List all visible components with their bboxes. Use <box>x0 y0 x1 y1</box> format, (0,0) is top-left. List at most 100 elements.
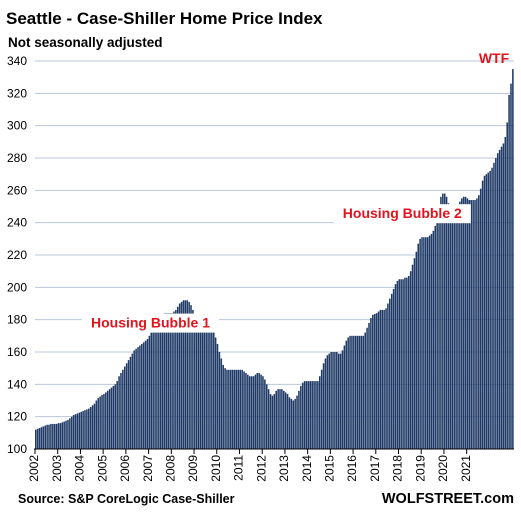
bar <box>135 348 137 449</box>
x-tick-label: 2011 <box>232 455 246 481</box>
bar <box>373 314 376 449</box>
bar <box>214 337 217 449</box>
bar <box>445 196 448 449</box>
bar <box>63 421 65 449</box>
bars <box>35 69 514 450</box>
annotation-backdrop <box>333 204 471 224</box>
source-note: Source: S&P CoreLogic Case-Shiller <box>18 492 235 506</box>
bar <box>328 353 330 449</box>
x-tick-label: 2002 <box>27 455 41 482</box>
bar <box>74 414 77 449</box>
annotation: Housing Bubble 1 <box>81 313 220 333</box>
bar <box>387 303 389 449</box>
bar <box>443 193 446 449</box>
bar <box>146 339 149 449</box>
x-axis-ticks: 2002 2003 2004 2005 2006 2007 2008 2009 2010 2011… <box>27 449 473 482</box>
bar <box>347 337 349 449</box>
bar <box>120 373 122 449</box>
bar <box>194 314 196 449</box>
bar <box>139 345 141 449</box>
bar <box>324 358 327 449</box>
bar <box>491 167 493 449</box>
bar <box>451 212 454 449</box>
bar <box>349 335 351 449</box>
bar <box>267 389 270 449</box>
bar <box>250 376 253 449</box>
bar <box>279 389 281 449</box>
bar <box>462 196 465 449</box>
bar <box>476 198 478 449</box>
bar <box>407 276 410 449</box>
x-tick-label: 2004 <box>73 455 87 482</box>
bar <box>72 415 75 449</box>
bar <box>300 385 302 449</box>
bar <box>186 300 188 449</box>
x-tick-label: 2018 <box>391 455 405 482</box>
bar <box>230 369 232 449</box>
bar <box>470 200 472 449</box>
bar <box>290 398 293 449</box>
bar <box>80 411 82 449</box>
y-tick-label: 320 <box>7 86 27 100</box>
bar <box>360 335 363 449</box>
bar <box>309 381 312 449</box>
bar <box>478 195 480 449</box>
y-tick-label: 340 <box>7 54 27 68</box>
bar <box>370 318 372 449</box>
bar <box>95 400 98 449</box>
bar <box>171 313 173 449</box>
bar <box>409 271 412 449</box>
bar <box>228 369 230 449</box>
bar <box>122 369 124 449</box>
bar <box>495 158 497 449</box>
bar <box>190 305 192 449</box>
bar <box>159 314 162 449</box>
x-tick-label: 2021 <box>459 455 473 482</box>
y-tick-label: 260 <box>7 183 27 197</box>
bar <box>413 258 416 449</box>
annotation: Housing Bubble 2 <box>333 204 471 224</box>
bar <box>91 405 94 449</box>
bar <box>226 369 228 449</box>
bar <box>188 301 190 449</box>
bar <box>177 306 179 449</box>
bar <box>474 200 476 449</box>
x-tick-label: 2014 <box>300 455 314 482</box>
bar <box>425 237 427 449</box>
bar <box>178 303 181 449</box>
bar <box>459 201 461 449</box>
bar <box>220 358 223 449</box>
bar <box>76 413 79 449</box>
chart-title: Seattle - Case-Shiller Home Price Index <box>6 9 323 28</box>
bar <box>112 385 115 449</box>
bar <box>192 309 194 449</box>
bar <box>472 200 474 449</box>
bar <box>61 422 64 449</box>
bar <box>389 298 391 449</box>
bar <box>125 363 128 449</box>
bar <box>315 381 317 449</box>
bar <box>131 353 134 449</box>
bar <box>156 319 158 449</box>
bar <box>55 423 58 449</box>
bar <box>383 309 385 449</box>
bar <box>372 314 374 449</box>
bar <box>108 389 111 449</box>
bar <box>201 321 204 449</box>
bar <box>381 309 384 449</box>
annotations: Housing Bubble 1 Housing Bubble 2 WTF <box>81 50 510 333</box>
bar <box>400 279 402 449</box>
y-tick-label: 120 <box>7 410 27 424</box>
y-tick-label: 140 <box>7 377 27 391</box>
bar <box>169 313 171 449</box>
y-tick-label: 220 <box>7 248 27 262</box>
bar <box>158 316 160 449</box>
bar <box>502 143 505 449</box>
bar <box>322 363 325 449</box>
bar <box>442 193 444 449</box>
bar <box>305 381 308 449</box>
bar <box>199 321 202 449</box>
bar <box>457 206 459 449</box>
bar <box>44 425 47 449</box>
